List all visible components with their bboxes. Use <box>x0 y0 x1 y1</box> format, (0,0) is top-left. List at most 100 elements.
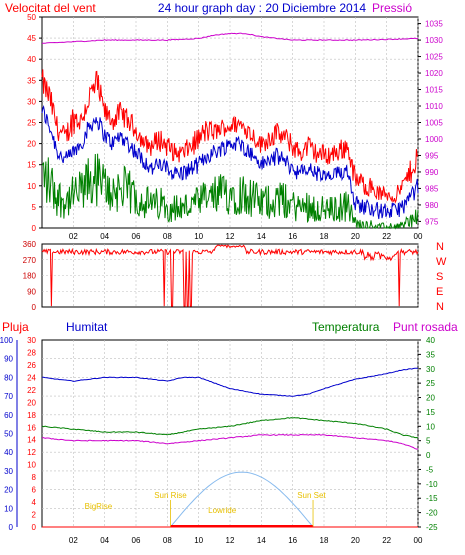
humidity-tick-label: 10 <box>4 504 13 513</box>
temperature-label: Temperatura <box>312 320 380 334</box>
x-tick-label: 20 <box>351 536 360 545</box>
x-tick-label: 12 <box>226 232 235 241</box>
y-left-tick-label: 30 <box>27 97 36 106</box>
humidity-tick-label: 80 <box>4 373 13 382</box>
humidity-series <box>42 367 419 397</box>
temperature-tick-label: 30 <box>426 365 435 374</box>
wind-average-series <box>41 105 419 220</box>
y-left-tick-label: 40 <box>27 55 36 64</box>
y-left-tick-label: 25 <box>27 119 36 128</box>
temperature-tick-label: 5 <box>426 437 431 446</box>
dewpoint-series <box>41 433 419 450</box>
y-left-tick-label: 20 <box>27 140 36 149</box>
rain-tick-label: 22 <box>27 386 36 395</box>
humidity-tick-label: 100 <box>0 336 14 345</box>
x-tick-label: 20 <box>351 232 360 241</box>
x-tick-label: 10 <box>194 232 203 241</box>
rain-tick-label: 4 <box>32 498 37 507</box>
y-left-tick-label: 0 <box>32 224 37 233</box>
y-left-tick-label: 50 <box>27 13 36 22</box>
lowride-label: Lowride <box>208 506 237 515</box>
x-tick-label: 08 <box>163 232 172 241</box>
x-tick-label: 16 <box>288 232 297 241</box>
temperature-tick-label: 40 <box>426 336 435 345</box>
direction-tick-label: 270 <box>23 256 37 265</box>
x-tick-label: 02 <box>69 536 78 545</box>
sunset-label: Sun Set <box>297 491 326 500</box>
x-tick-label: 00 <box>414 536 423 545</box>
rain-tick-label: 28 <box>27 348 36 357</box>
humidity-tick-label: 70 <box>4 392 13 401</box>
direction-tick-label: 180 <box>23 272 37 281</box>
right-axis-label: Pressió <box>372 1 412 15</box>
temperature-tick-label: -10 <box>426 480 438 489</box>
y-right-tick-label: 990 <box>425 168 439 177</box>
direction-tick-label: 360 <box>23 240 37 249</box>
chart-title: 24 hour graph day : 20 Diciembre 2014 <box>158 1 366 15</box>
temperature-tick-label: 15 <box>426 408 435 417</box>
x-tick-label: 12 <box>226 536 235 545</box>
direction-series <box>41 244 419 307</box>
y-right-tick-label: 1005 <box>425 119 443 128</box>
y-right-tick-label: 1000 <box>425 135 443 144</box>
x-tick-label: 22 <box>382 232 391 241</box>
y-right-tick-label: 1015 <box>425 86 443 95</box>
sun-arc <box>170 471 314 528</box>
rain-tick-label: 0 <box>32 523 37 532</box>
x-tick-label: 00 <box>414 232 423 241</box>
temperature-tick-label: -5 <box>426 465 434 474</box>
temperature-tick-label: 20 <box>426 394 435 403</box>
x-tick-label: 08 <box>163 536 172 545</box>
x-tick-label: 14 <box>257 536 266 545</box>
y-right-tick-label: 1020 <box>425 69 443 78</box>
rain-tick-label: 26 <box>27 361 36 370</box>
compass-label: W <box>436 256 447 268</box>
y-right-tick-label: 980 <box>425 201 439 210</box>
x-tick-label: 04 <box>100 536 109 545</box>
direction-tick-label: 0 <box>32 303 37 312</box>
temperature-tick-label: 0 <box>426 451 431 460</box>
pressure-series <box>41 32 419 44</box>
x-tick-label: 06 <box>132 232 141 241</box>
rain-label: Pluja <box>2 320 29 334</box>
wind-low-series <box>41 153 419 230</box>
rain-tick-label: 16 <box>27 423 36 432</box>
wind-gust-series <box>41 69 419 204</box>
humidity-tick-label: 50 <box>4 430 13 439</box>
humidity-tick-label: 40 <box>4 448 13 457</box>
temperature-tick-label: -15 <box>426 494 438 503</box>
humidity-tick-label: 90 <box>4 355 13 364</box>
y-right-tick-label: 1030 <box>425 36 443 45</box>
bigrise-label: BigRise <box>85 502 113 511</box>
x-tick-label: 16 <box>288 536 297 545</box>
rain-tick-label: 30 <box>27 336 36 345</box>
temperature-tick-label: -25 <box>426 523 438 532</box>
y-right-tick-label: 985 <box>425 184 439 193</box>
humidity-tick-label: 60 <box>4 411 13 420</box>
rain-tick-label: 18 <box>27 411 36 420</box>
climate-panel: 0102030405060708090100024681012141618202… <box>0 336 438 545</box>
rain-tick-label: 8 <box>32 473 37 482</box>
x-tick-label: 18 <box>320 232 329 241</box>
humidity-label: Humitat <box>66 320 108 334</box>
compass-label: N <box>436 241 444 253</box>
y-left-tick-label: 45 <box>27 34 36 43</box>
rain-tick-label: 6 <box>32 486 37 495</box>
humidity-tick-label: 0 <box>9 523 14 532</box>
y-right-tick-label: 995 <box>425 151 439 160</box>
humidity-tick-label: 30 <box>4 467 13 476</box>
y-right-tick-label: 1035 <box>425 20 443 29</box>
left-axis-label: Velocitat del vent <box>5 1 96 15</box>
x-tick-label: 18 <box>320 536 329 545</box>
compass-label: S <box>436 271 443 283</box>
temperature-tick-label: -20 <box>426 509 438 518</box>
sunrise-label: Sun Rise <box>154 491 187 500</box>
x-tick-label: 06 <box>132 536 141 545</box>
y-left-tick-label: 5 <box>32 203 37 212</box>
compass-label: N <box>436 301 444 313</box>
temperature-tick-label: 25 <box>426 379 435 388</box>
wind-panel: 0510152025303540455097598098599099510001… <box>27 13 443 241</box>
y-left-tick-label: 35 <box>27 76 36 85</box>
